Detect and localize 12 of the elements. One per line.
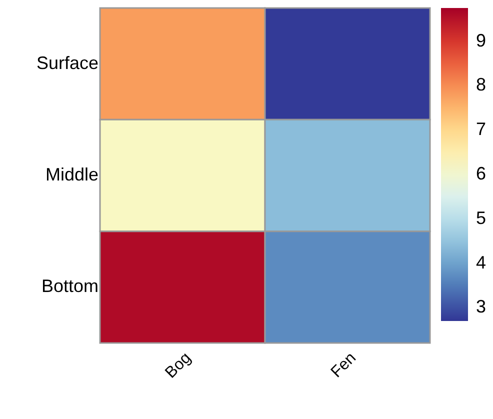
y-tick-label: Surface <box>36 52 98 73</box>
color-bar-label: 6 <box>476 163 486 184</box>
x-tick-label: Fen <box>328 350 360 382</box>
color-bar-label: 8 <box>476 74 486 95</box>
y-tick-label: Bottom <box>41 276 98 296</box>
color-bar-label: 9 <box>476 30 486 50</box>
color-bar-label: 7 <box>476 119 486 140</box>
color-bar-label: 5 <box>476 208 486 228</box>
y-tick-label: Middle <box>45 164 98 184</box>
color-bar-label: 4 <box>476 252 486 272</box>
color-bar-label: 3 <box>476 296 486 317</box>
x-tick-label: Bog <box>162 350 195 382</box>
